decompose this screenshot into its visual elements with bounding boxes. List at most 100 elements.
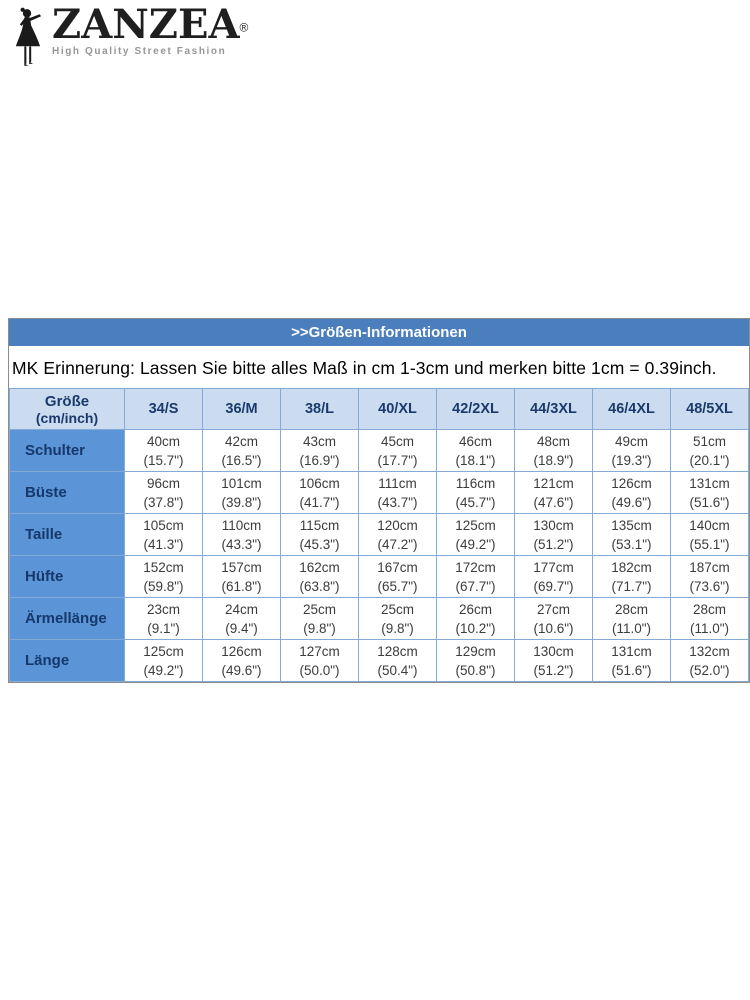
- cm-value: 43cm: [302, 433, 336, 449]
- inch-value: (39.8"): [221, 494, 262, 510]
- measurement-row: Länge 125cm (49.2") 126cm (49.6") 127cm (50.0"…: [9, 639, 749, 682]
- size-table: Größe (cm/inch) 34/S 36/M 38/L 40/XL 42/2XL 4…: [9, 388, 749, 682]
- size-table-title: >>Größen-Informationen: [9, 319, 749, 348]
- cm-value: 25cm: [380, 601, 414, 617]
- size-column-header: 48/5XL: [670, 388, 749, 430]
- inch-value: (69.7"): [533, 578, 574, 594]
- measurement-cell: 49cm (19.3"): [592, 429, 671, 472]
- inch-value: (9.4"): [225, 620, 258, 636]
- measurement-cell: 132cm (52.0"): [670, 639, 749, 682]
- measurement-cell: 110cm (43.3"): [202, 513, 281, 556]
- cm-value: 51cm: [692, 433, 726, 449]
- cm-value: 46cm: [458, 433, 492, 449]
- measurement-cell: 172cm (67.7"): [436, 555, 515, 598]
- size-header-row: Größe (cm/inch) 34/S 36/M 38/L 40/XL 42/2XL 4…: [9, 388, 749, 430]
- inch-value: (51.2"): [533, 536, 574, 552]
- cm-value: 116cm: [455, 475, 496, 491]
- cm-value: 129cm: [455, 643, 496, 659]
- measurement-label: Hüfte: [9, 555, 125, 598]
- measurement-label: Büste: [9, 471, 125, 514]
- size-column-header: 46/4XL: [592, 388, 671, 430]
- corner-header-cell: Größe (cm/inch): [9, 388, 125, 430]
- inch-value: (9.8"): [381, 620, 414, 636]
- inch-value: (10.6"): [533, 620, 574, 636]
- cm-value: 187cm: [689, 559, 730, 575]
- inch-value: (67.7"): [455, 578, 496, 594]
- inch-value: (10.2"): [455, 620, 496, 636]
- measurement-label: Schulter: [9, 429, 125, 472]
- measurement-row: Taille 105cm (41.3") 110cm (43.3") 115cm (45.3…: [9, 513, 749, 556]
- measurement-cell: 120cm (47.2"): [358, 513, 437, 556]
- inch-value: (16.5"): [221, 452, 262, 468]
- cm-value: 128cm: [377, 643, 418, 659]
- size-info-section: >>Größen-Informationen MK Erinnerung: La…: [8, 318, 750, 683]
- inch-value: (45.3"): [299, 536, 340, 552]
- corner-header-line1: Größe: [44, 392, 90, 410]
- cm-value: 40cm: [146, 433, 180, 449]
- logo-text: ZANZEA® High Quality Street Fashion: [52, 5, 248, 58]
- measurement-cell: 28cm (11.0"): [670, 597, 749, 640]
- measurement-cell: 25cm (9.8"): [358, 597, 437, 640]
- cm-value: 115cm: [299, 517, 340, 533]
- cm-value: 111cm: [378, 475, 417, 491]
- corner-header-line2: (cm/inch): [35, 409, 99, 426]
- measurement-cell: 101cm (39.8"): [202, 471, 281, 514]
- inch-value: (41.7"): [299, 494, 340, 510]
- inch-value: (11.0"): [689, 620, 730, 636]
- inch-value: (65.7"): [377, 578, 418, 594]
- cm-value: 131cm: [611, 643, 652, 659]
- measurement-note: MK Erinnerung: Lassen Sie bitte alles Ma…: [9, 348, 749, 388]
- inch-value: (9.8"): [303, 620, 336, 636]
- size-column-header: 36/M: [202, 388, 281, 430]
- measurement-cell: 105cm (41.3"): [124, 513, 203, 556]
- measurement-cell: 111cm (43.7"): [358, 471, 437, 514]
- inch-value: (50.0"): [299, 662, 340, 678]
- measurement-cell: 106cm (41.7"): [280, 471, 359, 514]
- inch-value: (49.2"): [455, 536, 496, 552]
- cm-value: 101cm: [221, 475, 262, 491]
- measurement-cell: 126cm (49.6"): [202, 639, 281, 682]
- inch-value: (49.2"): [143, 662, 184, 678]
- measurement-cell: 131cm (51.6"): [670, 471, 749, 514]
- inch-value: (18.1"): [455, 452, 496, 468]
- cm-value: 28cm: [692, 601, 726, 617]
- inch-value: (59.8"): [143, 578, 184, 594]
- cm-value: 125cm: [143, 643, 184, 659]
- size-column-header: 34/S: [124, 388, 203, 430]
- measurement-cell: 45cm (17.7"): [358, 429, 437, 472]
- inch-value: (51.2"): [533, 662, 574, 678]
- brand-logo: ZANZEA® High Quality Street Fashion: [6, 5, 248, 69]
- cm-value: 126cm: [611, 475, 652, 491]
- measurement-cell: 131cm (51.6"): [592, 639, 671, 682]
- measurement-cell: 182cm (71.7"): [592, 555, 671, 598]
- measurement-cell: 127cm (50.0"): [280, 639, 359, 682]
- measurement-cell: 187cm (73.6"): [670, 555, 749, 598]
- measurement-cell: 157cm (61.8"): [202, 555, 281, 598]
- inch-value: (20.1"): [689, 452, 730, 468]
- measurement-label: Länge: [9, 639, 125, 682]
- measurement-cell: 129cm (50.8"): [436, 639, 515, 682]
- measurement-cell: 177cm (69.7"): [514, 555, 593, 598]
- inch-value: (51.6"): [689, 494, 730, 510]
- cm-value: 106cm: [299, 475, 340, 491]
- cm-value: 125cm: [455, 517, 496, 533]
- cm-value: 157cm: [221, 559, 262, 575]
- inch-value: (41.3"): [143, 536, 184, 552]
- inch-value: (49.6"): [611, 494, 652, 510]
- size-column-header: 38/L: [280, 388, 359, 430]
- cm-value: 126cm: [221, 643, 262, 659]
- size-column-header: 40/XL: [358, 388, 437, 430]
- inch-value: (53.1"): [611, 536, 652, 552]
- measurement-cell: 27cm (10.6"): [514, 597, 593, 640]
- measurement-cell: 51cm (20.1"): [670, 429, 749, 472]
- measurement-row: Hüfte 152cm (59.8") 157cm (61.8") 162cm (63.8"…: [9, 555, 749, 598]
- cm-value: 24cm: [224, 601, 258, 617]
- measurement-label: Taille: [9, 513, 125, 556]
- brand-tagline: High Quality Street Fashion: [52, 46, 227, 57]
- measurement-cell: 43cm (16.9"): [280, 429, 359, 472]
- inch-value: (50.8"): [455, 662, 496, 678]
- inch-value: (73.6"): [689, 578, 730, 594]
- cm-value: 25cm: [302, 601, 336, 617]
- inch-value: (18.9"): [533, 452, 574, 468]
- cm-value: 130cm: [533, 643, 574, 659]
